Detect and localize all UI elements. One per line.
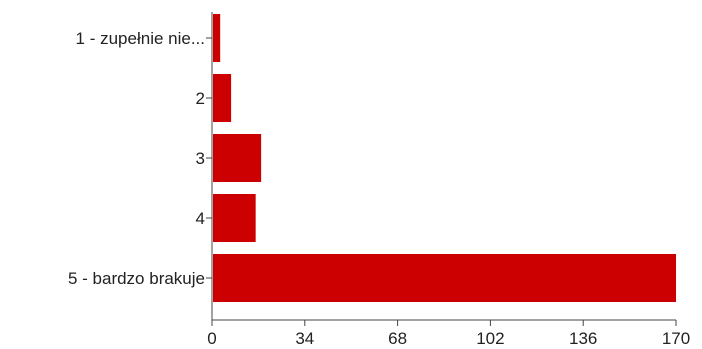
category-label-5: 5 - bardzo brakuje — [68, 269, 205, 288]
bar-1 — [213, 14, 221, 62]
x-tick-label-2: 34 — [295, 329, 314, 348]
x-tick-label-4: 102 — [476, 329, 504, 348]
category-label-4: 4 — [196, 209, 205, 228]
bar-2 — [213, 74, 232, 122]
category-label-1: 1 - zupełnie nie... — [76, 29, 205, 48]
x-tick-label-3: 68 — [388, 329, 407, 348]
category-label-3: 3 — [196, 149, 205, 168]
bar-4 — [213, 194, 256, 242]
x-tick-label-1: 0 — [207, 329, 216, 348]
x-tick-label-6: 170 — [662, 329, 690, 348]
x-tick-label-5: 136 — [569, 329, 597, 348]
category-label-2: 2 — [196, 89, 205, 108]
bar-3 — [213, 134, 262, 182]
bar-5 — [213, 254, 676, 302]
